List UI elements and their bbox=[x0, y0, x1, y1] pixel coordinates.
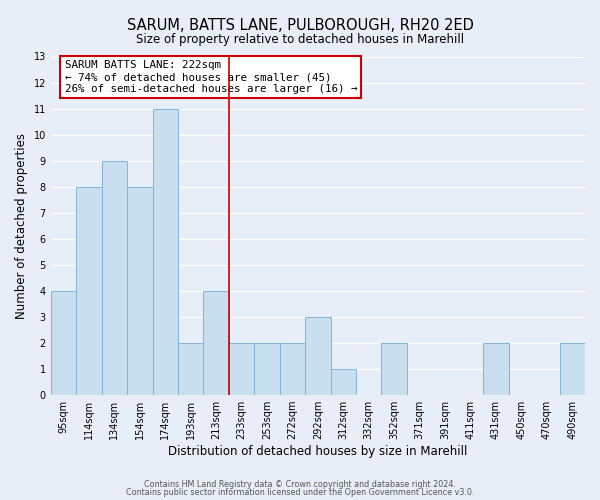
Bar bbox=[178, 342, 203, 394]
Bar bbox=[280, 342, 305, 394]
Bar bbox=[203, 290, 229, 395]
Bar bbox=[254, 342, 280, 394]
Text: Contains HM Land Registry data © Crown copyright and database right 2024.: Contains HM Land Registry data © Crown c… bbox=[144, 480, 456, 489]
Bar bbox=[152, 108, 178, 395]
Y-axis label: Number of detached properties: Number of detached properties bbox=[15, 132, 28, 318]
Text: SARUM, BATTS LANE, PULBOROUGH, RH20 2ED: SARUM, BATTS LANE, PULBOROUGH, RH20 2ED bbox=[127, 18, 473, 32]
Bar bbox=[76, 186, 101, 394]
Bar bbox=[51, 290, 76, 395]
X-axis label: Distribution of detached houses by size in Marehill: Distribution of detached houses by size … bbox=[168, 444, 467, 458]
Bar bbox=[560, 342, 585, 394]
Bar bbox=[229, 342, 254, 394]
Bar bbox=[483, 342, 509, 394]
Bar bbox=[127, 186, 152, 394]
Text: Contains public sector information licensed under the Open Government Licence v3: Contains public sector information licen… bbox=[126, 488, 474, 497]
Text: SARUM BATTS LANE: 222sqm
← 74% of detached houses are smaller (45)
26% of semi-d: SARUM BATTS LANE: 222sqm ← 74% of detach… bbox=[65, 60, 357, 94]
Bar bbox=[331, 368, 356, 394]
Bar bbox=[305, 316, 331, 394]
Bar bbox=[101, 160, 127, 394]
Text: Size of property relative to detached houses in Marehill: Size of property relative to detached ho… bbox=[136, 32, 464, 46]
Bar bbox=[382, 342, 407, 394]
